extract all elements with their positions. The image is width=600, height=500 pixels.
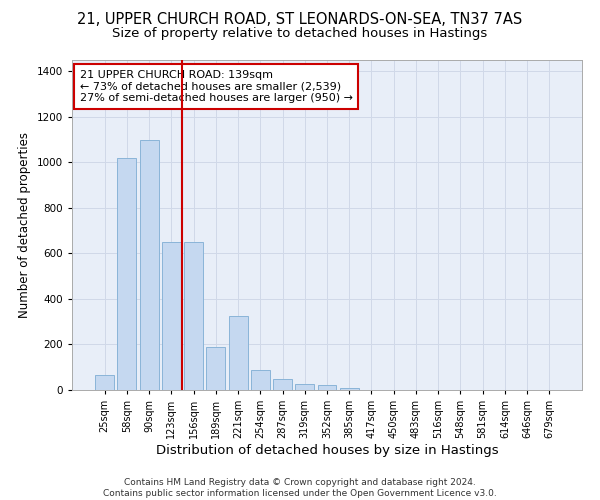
- Bar: [206, 347, 225, 390]
- Bar: [140, 140, 158, 390]
- Bar: [162, 242, 181, 390]
- Bar: [295, 384, 314, 390]
- Bar: [229, 316, 248, 390]
- Text: 21 UPPER CHURCH ROAD: 139sqm
← 73% of detached houses are smaller (2,539)
27% of: 21 UPPER CHURCH ROAD: 139sqm ← 73% of de…: [80, 70, 353, 103]
- Bar: [251, 370, 270, 390]
- Bar: [273, 378, 292, 390]
- Bar: [317, 386, 337, 390]
- Text: 21, UPPER CHURCH ROAD, ST LEONARDS-ON-SEA, TN37 7AS: 21, UPPER CHURCH ROAD, ST LEONARDS-ON-SE…: [77, 12, 523, 28]
- Y-axis label: Number of detached properties: Number of detached properties: [18, 132, 31, 318]
- Text: Size of property relative to detached houses in Hastings: Size of property relative to detached ho…: [112, 28, 488, 40]
- Bar: [340, 388, 359, 390]
- Bar: [118, 158, 136, 390]
- Text: Contains HM Land Registry data © Crown copyright and database right 2024.
Contai: Contains HM Land Registry data © Crown c…: [103, 478, 497, 498]
- Bar: [95, 375, 114, 390]
- Bar: [184, 242, 203, 390]
- X-axis label: Distribution of detached houses by size in Hastings: Distribution of detached houses by size …: [155, 444, 499, 457]
